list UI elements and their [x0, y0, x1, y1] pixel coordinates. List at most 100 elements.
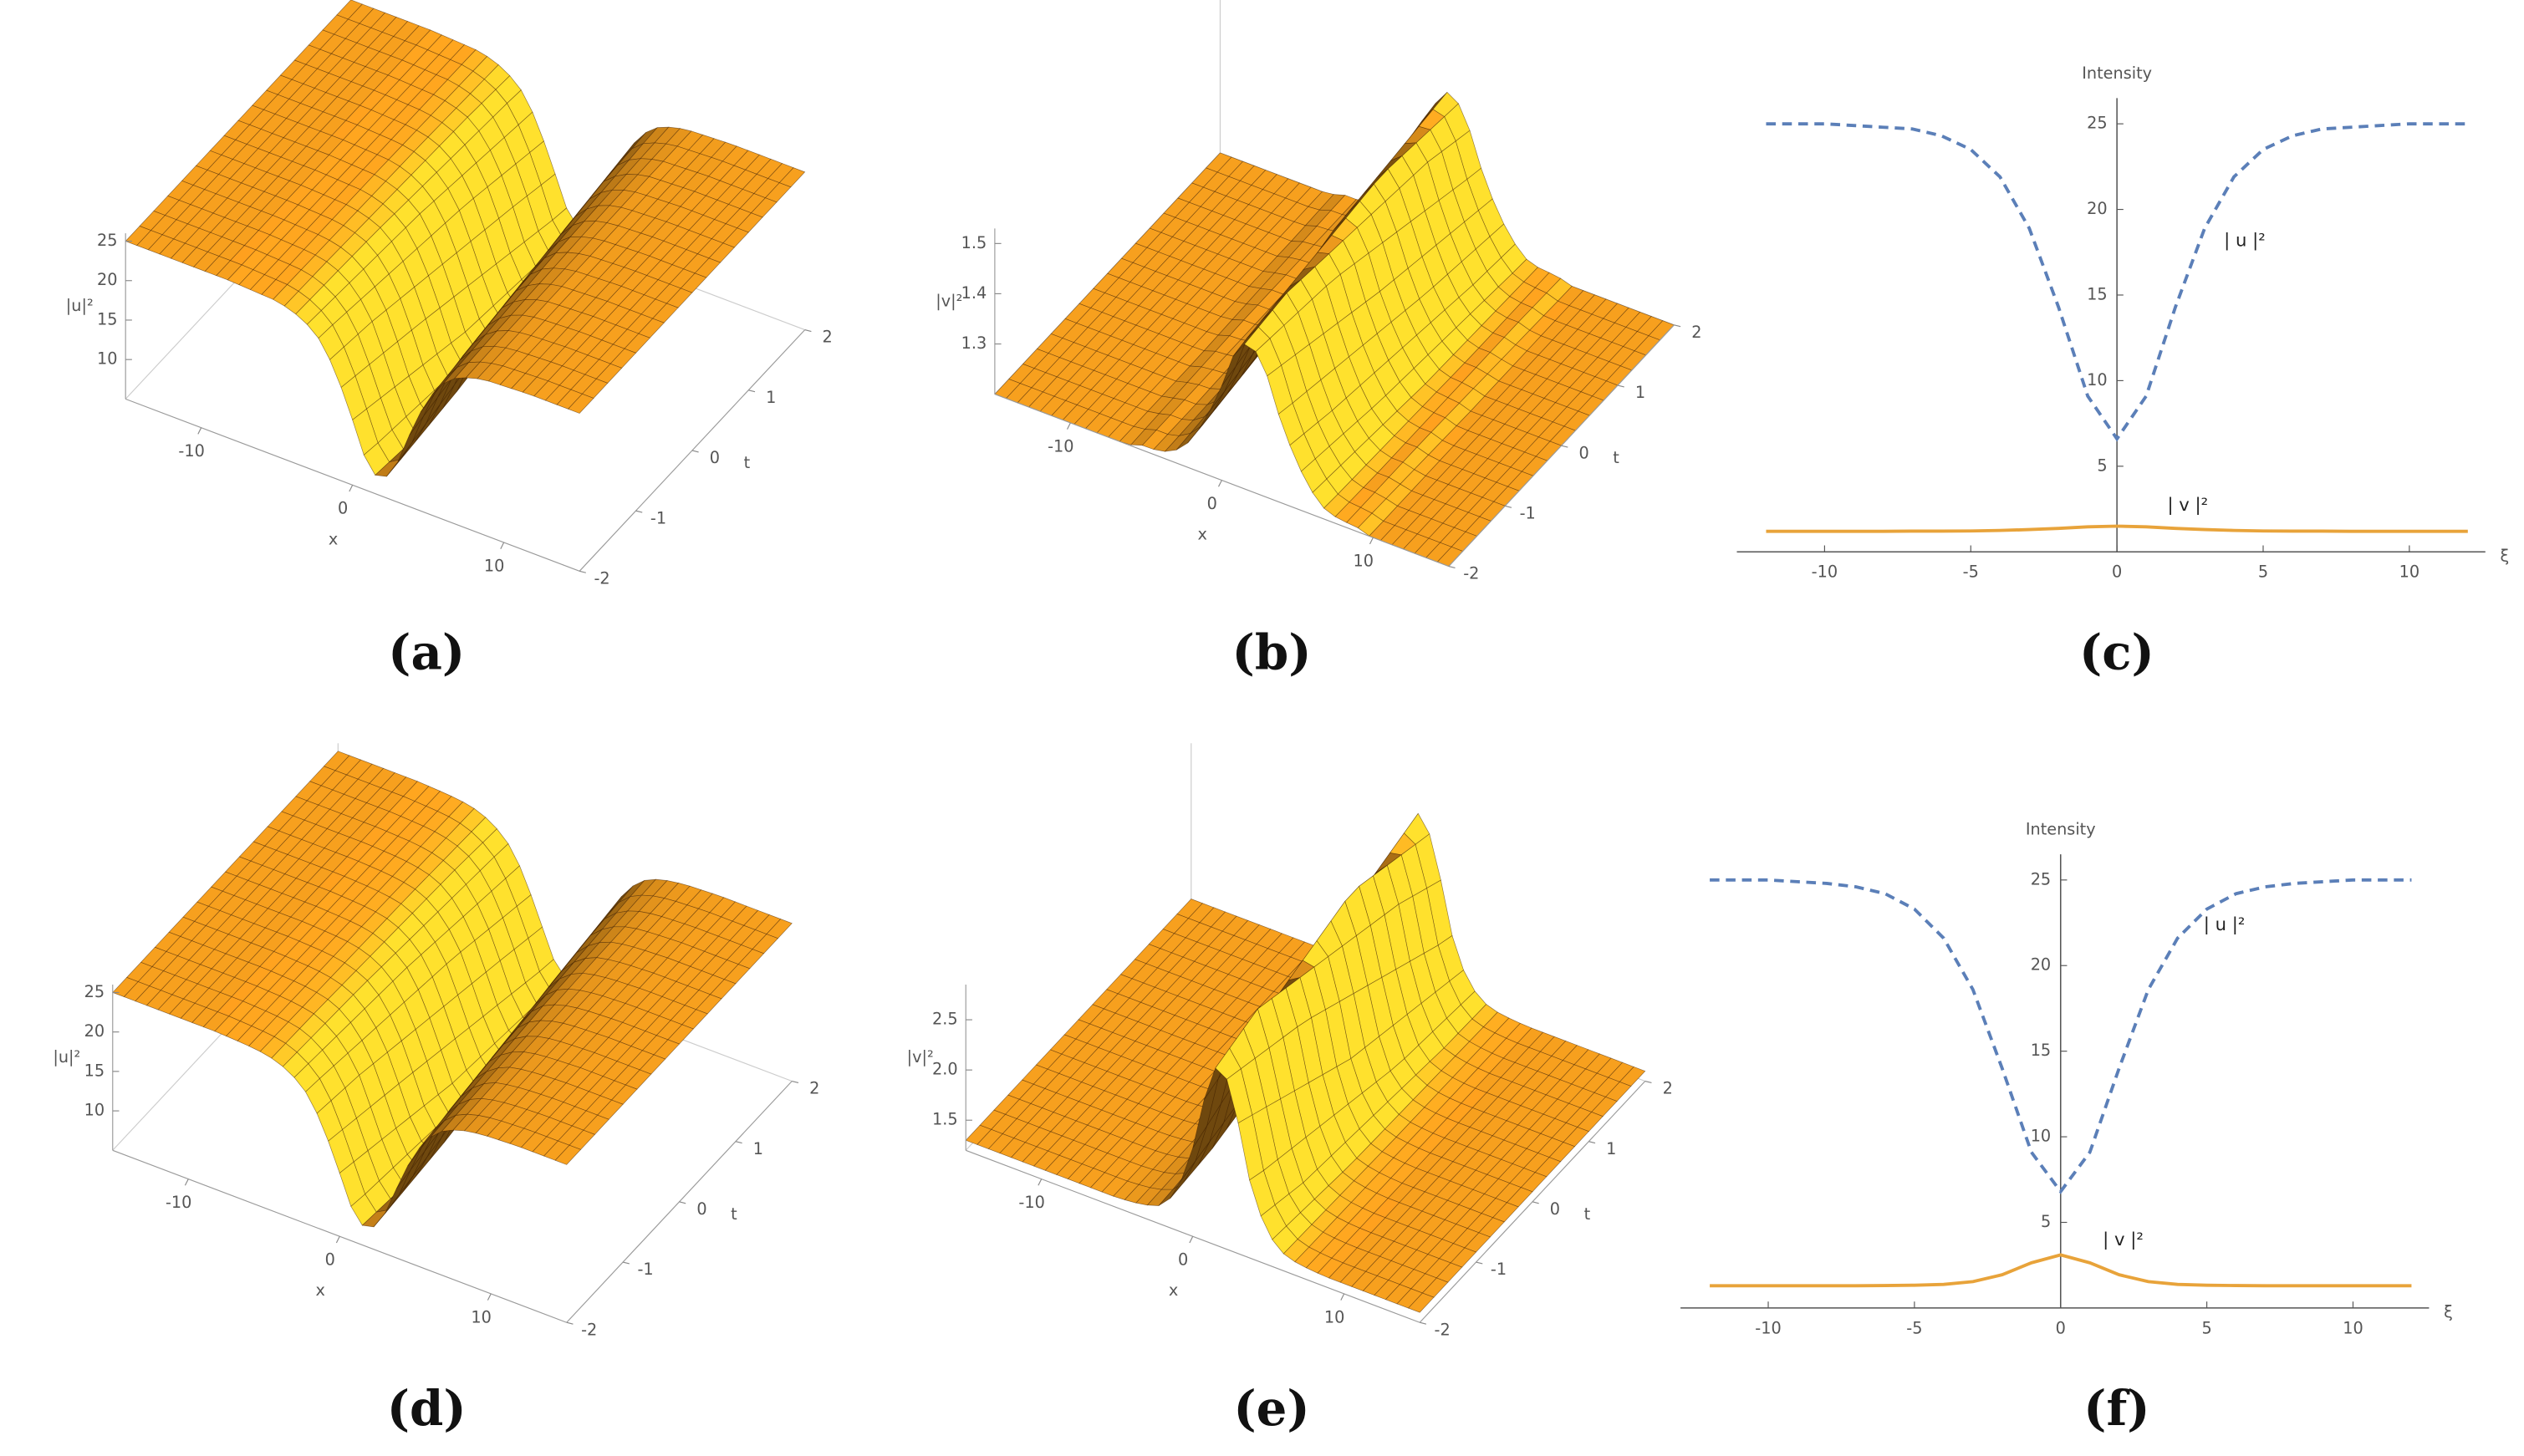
x-axis-label: x [329, 529, 338, 548]
z-tick-label: 1.5 [932, 1110, 958, 1129]
t-tick [691, 450, 699, 453]
panel-caption: (d) [387, 1380, 467, 1437]
t-tick [1505, 505, 1512, 508]
t-tick [1644, 1080, 1652, 1083]
t-tick [748, 389, 756, 393]
z-tick-label: 15 [97, 309, 118, 328]
x-tick [349, 485, 354, 492]
panel-caption: (b) [1232, 624, 1312, 680]
t-tick [735, 1141, 742, 1144]
series-line [1710, 878, 2412, 1194]
x-tick-label: 10 [484, 556, 505, 575]
t-tick [635, 510, 643, 513]
series-label: | u |² [2204, 914, 2246, 935]
t-tick-label: 2 [1691, 323, 1701, 342]
chart-title: Intensity [2082, 64, 2152, 83]
z-tick-label: 20 [84, 1021, 105, 1041]
x-tick-label: -10 [178, 441, 204, 461]
x-tick [500, 542, 505, 549]
x-axis-label: ξ [2501, 547, 2510, 566]
x-axis-label: x [1169, 1280, 1178, 1300]
x-tick-label: 10 [2343, 1318, 2363, 1337]
x-tick-label: 10 [1354, 552, 1374, 571]
t-tick [1476, 1261, 1483, 1265]
x-tick-label: 0 [338, 499, 348, 518]
t-axis-label: t [1613, 448, 1619, 467]
t-tick-label: 2 [823, 328, 833, 347]
z-tick-label: 25 [97, 231, 118, 250]
t-tick-label: 0 [696, 1199, 706, 1219]
x-tick-label: 10 [2399, 563, 2420, 582]
y-tick-label: 5 [2097, 456, 2107, 475]
t-tick-label: -2 [581, 1320, 597, 1339]
z-tick-label: 15 [84, 1061, 105, 1080]
panel-caption: (c) [2079, 624, 2154, 680]
x-tick [487, 1293, 492, 1301]
panel: Intensity ξ -10 -5 0 5 10 5 10 15 20 25 | u |² | v |²… [1736, 64, 2509, 680]
t-tick-label: 1 [1606, 1139, 1616, 1158]
surface-patch [1408, 1292, 1435, 1313]
t-tick [1588, 1141, 1596, 1144]
x-tick-label: -10 [1018, 1193, 1044, 1212]
z-axis-label: |u|² [66, 296, 94, 315]
t-tick-label: 1 [753, 1139, 763, 1158]
x-tick [184, 1179, 189, 1186]
x-axis-label: ξ [2444, 1302, 2453, 1321]
z-axis-label: |v|² [907, 1047, 934, 1067]
x-tick-label: -10 [1812, 563, 1838, 582]
y-tick-label: 15 [2087, 284, 2108, 303]
t-tick-label: -2 [594, 568, 609, 588]
x-tick-label: 0 [1207, 494, 1217, 513]
series-line [1766, 122, 2468, 442]
t-tick-label: 0 [710, 448, 720, 467]
t-axis-label: t [744, 453, 751, 472]
y-tick-label: 25 [2031, 869, 2052, 888]
y-tick-label: 10 [2087, 370, 2108, 389]
t-tick-label: -1 [650, 508, 666, 527]
panel: Intensity ξ -10 -5 0 5 10 5 10 15 20 25 | u |² | v |²… [1680, 820, 2453, 1437]
z-tick-label: 25 [84, 982, 105, 1001]
panel-caption: (a) [388, 624, 465, 680]
t-tick [1532, 1201, 1539, 1204]
x-tick [197, 427, 202, 435]
x-tick [1189, 1235, 1194, 1244]
x-tick-label: -10 [166, 1193, 191, 1212]
t-tick [579, 570, 586, 573]
t-tick-label: -2 [1463, 564, 1479, 583]
z-tick-label: 2.5 [932, 1010, 958, 1029]
x-tick-label: 10 [1324, 1307, 1345, 1326]
series-line [1766, 524, 2468, 533]
x-tick-label: 5 [2258, 563, 2268, 582]
y-tick-label: 20 [2087, 199, 2108, 218]
y-tick-label: 10 [2031, 1127, 2052, 1146]
y-tick-label: 15 [2031, 1041, 2052, 1060]
t-tick-label: -1 [637, 1260, 653, 1279]
x-axis-label: x [1198, 525, 1207, 544]
x-tick-label: 0 [325, 1250, 335, 1270]
t-tick-label: 0 [1550, 1199, 1560, 1219]
t-tick-label: 0 [1578, 443, 1588, 462]
t-tick [792, 1080, 799, 1083]
x-tick-label: 0 [2112, 563, 2122, 582]
t-tick-label: 1 [766, 388, 776, 407]
x-axis-label: x [315, 1280, 324, 1300]
t-tick [566, 1321, 574, 1325]
z-axis-label: |u|² [53, 1047, 80, 1067]
x-tick [1369, 537, 1374, 545]
x-tick [1067, 422, 1071, 430]
z-tick-label: 10 [84, 1101, 105, 1120]
x-tick [335, 1235, 340, 1244]
series-label: | u |² [2224, 229, 2266, 251]
t-axis-label: t [731, 1204, 737, 1224]
t-tick [622, 1261, 630, 1265]
chart-title: Intensity [2026, 820, 2096, 839]
z-tick-label: 20 [97, 270, 118, 289]
t-tick-label: 1 [1635, 383, 1645, 402]
y-tick-label: 5 [2041, 1212, 2051, 1231]
panel-caption: (f) [2083, 1380, 2150, 1437]
